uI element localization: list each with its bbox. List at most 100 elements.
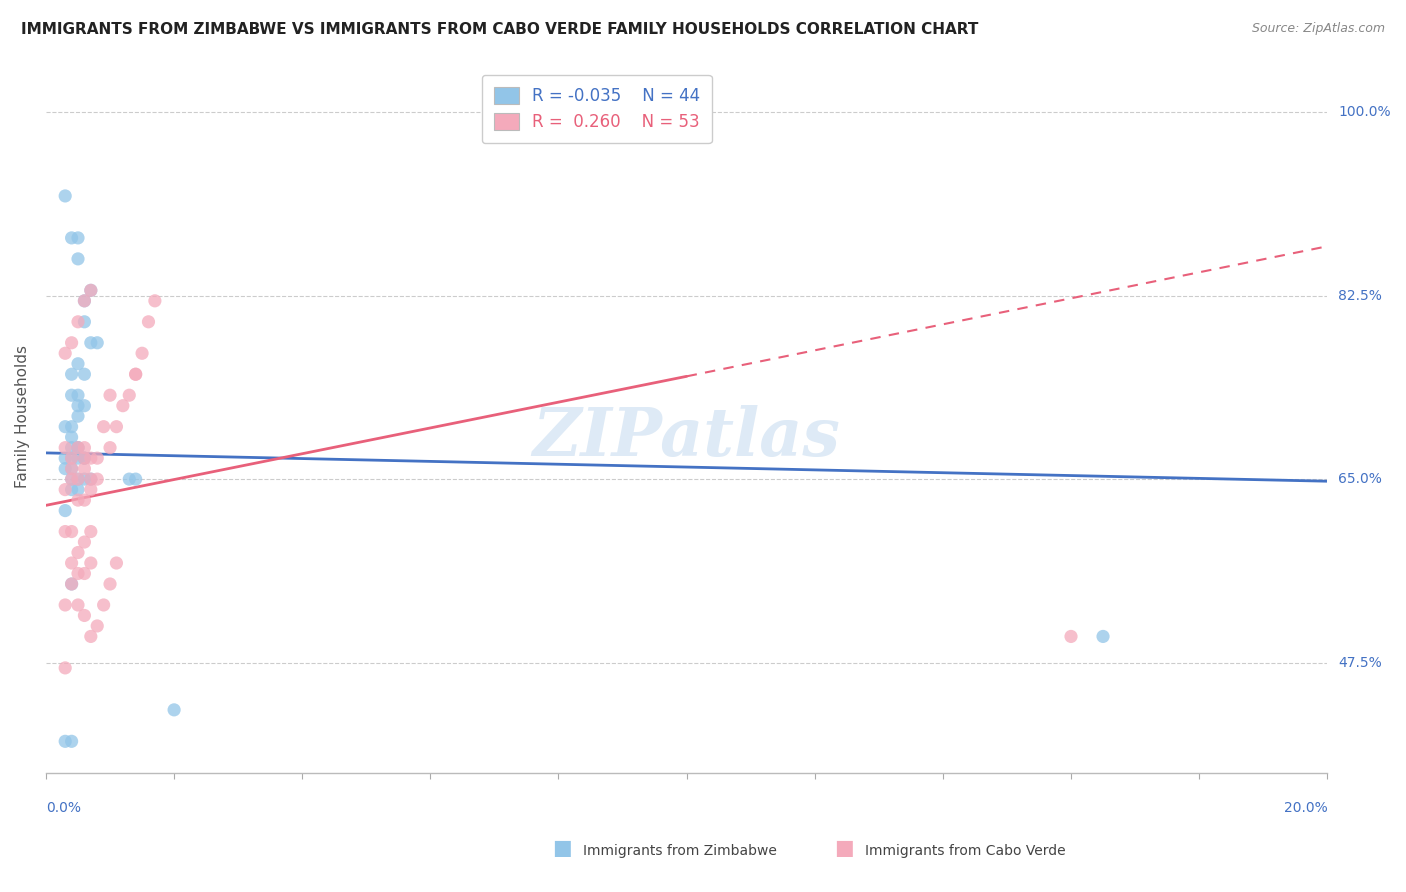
Point [60,368,83,382]
Text: 100.0%: 100.0% [1339,105,1391,119]
Point [60,388,83,402]
Point [73,493,96,508]
Point [60,231,83,245]
Point [66,231,89,245]
Point [53,461,76,475]
Point [53,483,76,497]
Point [66,399,89,413]
Text: 65.0%: 65.0% [1339,472,1382,486]
Point [53,734,76,748]
Point [53,451,76,466]
Point [105,556,128,570]
Point [80,472,103,486]
Point [118,388,141,402]
Point [73,608,96,623]
Point [98,441,121,455]
Text: 82.5%: 82.5% [1339,289,1382,302]
Point [80,524,103,539]
Point [73,451,96,466]
Point [60,461,83,475]
Point [60,577,83,591]
Point [80,556,103,570]
Point [60,451,83,466]
Point [73,315,96,329]
Point [66,493,89,508]
Point [53,189,76,203]
Point [73,451,96,466]
Point [60,472,83,486]
Point [73,472,96,486]
Text: IMMIGRANTS FROM ZIMBABWE VS IMMIGRANTS FROM CABO VERDE FAMILY HOUSEHOLDS CORRELA: IMMIGRANTS FROM ZIMBABWE VS IMMIGRANTS F… [21,22,979,37]
Point [86,335,108,350]
Point [98,577,121,591]
Point [60,734,83,748]
Point [66,409,89,424]
Point [131,346,153,360]
Point [53,441,76,455]
Point [60,472,83,486]
Point [66,472,89,486]
Point [60,461,83,475]
Point [73,535,96,549]
Point [98,388,121,402]
Point [60,483,83,497]
Point [53,503,76,517]
Point [80,451,103,466]
Point [66,315,89,329]
Point [111,399,134,413]
Point [60,577,83,591]
Point [60,419,83,434]
Point [60,430,83,444]
Point [105,419,128,434]
Point [80,472,103,486]
Point [73,441,96,455]
Point [60,441,83,455]
Point [93,598,115,612]
Point [66,357,89,371]
Legend: R = -0.035    N = 44, R =  0.260    N = 53: R = -0.035 N = 44, R = 0.260 N = 53 [482,75,711,143]
Point [60,556,83,570]
Point [66,472,89,486]
Text: ZIPatlas: ZIPatlas [533,405,841,470]
Point [1092,629,1115,643]
Text: Immigrants from Cabo Verde: Immigrants from Cabo Verde [865,844,1066,858]
Point [53,346,76,360]
Point [66,545,89,559]
Point [66,252,89,266]
Text: ■: ■ [834,838,853,858]
Point [86,451,108,466]
Point [118,472,141,486]
Point [66,483,89,497]
Point [73,293,96,308]
Point [53,598,76,612]
Point [80,283,103,297]
Point [60,335,83,350]
Point [73,293,96,308]
Point [73,399,96,413]
Point [66,388,89,402]
Text: 20.0%: 20.0% [1284,800,1327,814]
Point [66,441,89,455]
Point [53,419,76,434]
Point [73,451,96,466]
Point [60,451,83,466]
Text: 47.5%: 47.5% [1339,656,1382,670]
Point [80,283,103,297]
Point [124,472,146,486]
Point [66,566,89,581]
Text: ■: ■ [553,838,572,858]
Point [73,566,96,581]
Point [124,368,146,382]
Point [60,524,83,539]
Y-axis label: Family Households: Family Households [15,344,30,488]
Point [143,293,166,308]
Point [73,368,96,382]
Point [80,483,103,497]
Point [66,441,89,455]
Point [53,661,76,675]
Point [66,441,89,455]
Point [124,368,146,382]
Point [73,461,96,475]
Point [163,703,186,717]
Point [80,335,103,350]
